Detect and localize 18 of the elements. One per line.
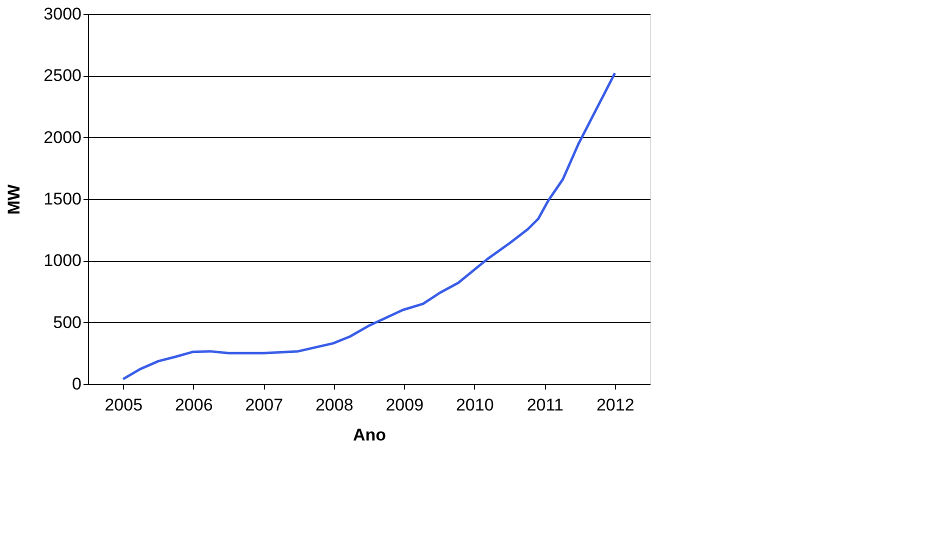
- line-series: [122, 72, 616, 380]
- y-tick-label: 2500: [44, 66, 82, 86]
- x-tick-label: 2006: [174, 396, 213, 414]
- y-tick-label: 1000: [44, 251, 82, 270]
- y-tick-label: 3000: [44, 4, 82, 24]
- x-tick-label: 2009: [386, 396, 424, 414]
- y-tick-label: 2000: [44, 128, 82, 147]
- y-tick-label: 0: [72, 374, 82, 394]
- y-tick-label: 1500: [44, 190, 82, 208]
- y-axis-title: MW: [4, 183, 24, 215]
- x-tick-label: 2010: [456, 396, 494, 414]
- x-tick-label: 2011: [526, 396, 564, 414]
- x-tick-label: 2008: [315, 396, 354, 414]
- x-tick-label: 2012: [596, 396, 634, 414]
- y-tick-label: 500: [53, 312, 82, 332]
- x-tick-label: 2005: [104, 396, 143, 414]
- x-tick-label: 2007: [245, 396, 284, 414]
- x-axis-title: Ano: [352, 426, 386, 444]
